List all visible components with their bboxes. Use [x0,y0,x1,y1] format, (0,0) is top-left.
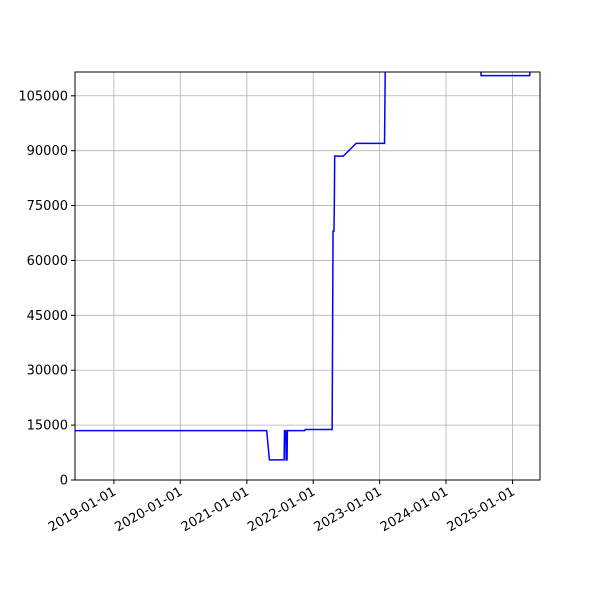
y-tick-label: 15000 [27,419,68,434]
y-tick-label: 75000 [27,199,68,214]
x-tick-label: 2019-01-01 [46,484,119,535]
x-tick-label: 2024-01-01 [378,484,451,535]
y-tick-label: 90000 [27,144,68,159]
plot-background [75,72,540,480]
x-tick-label: 2021-01-01 [179,484,252,535]
y-tick-label: 105000 [18,89,68,104]
y-tick-label: 0 [60,474,68,489]
grid-lines [75,72,540,481]
x-axis: 2019-01-012020-01-012021-01-012022-01-01… [46,480,518,535]
y-tick-label: 60000 [27,254,68,269]
x-tick-label: 2023-01-01 [312,484,385,535]
x-tick-label: 2025-01-01 [445,484,518,535]
plot-frame [74,71,541,481]
y-tick-label: 30000 [27,364,68,379]
x-tick-label: 2022-01-01 [245,484,318,535]
x-tick-label: 2020-01-01 [112,484,185,535]
y-tick-label: 45000 [27,309,68,324]
series-group [75,72,531,461]
series-line [75,72,531,461]
y-axis: 0 15000 30000 45000 60000 75000 90000 105000 [18,89,75,489]
